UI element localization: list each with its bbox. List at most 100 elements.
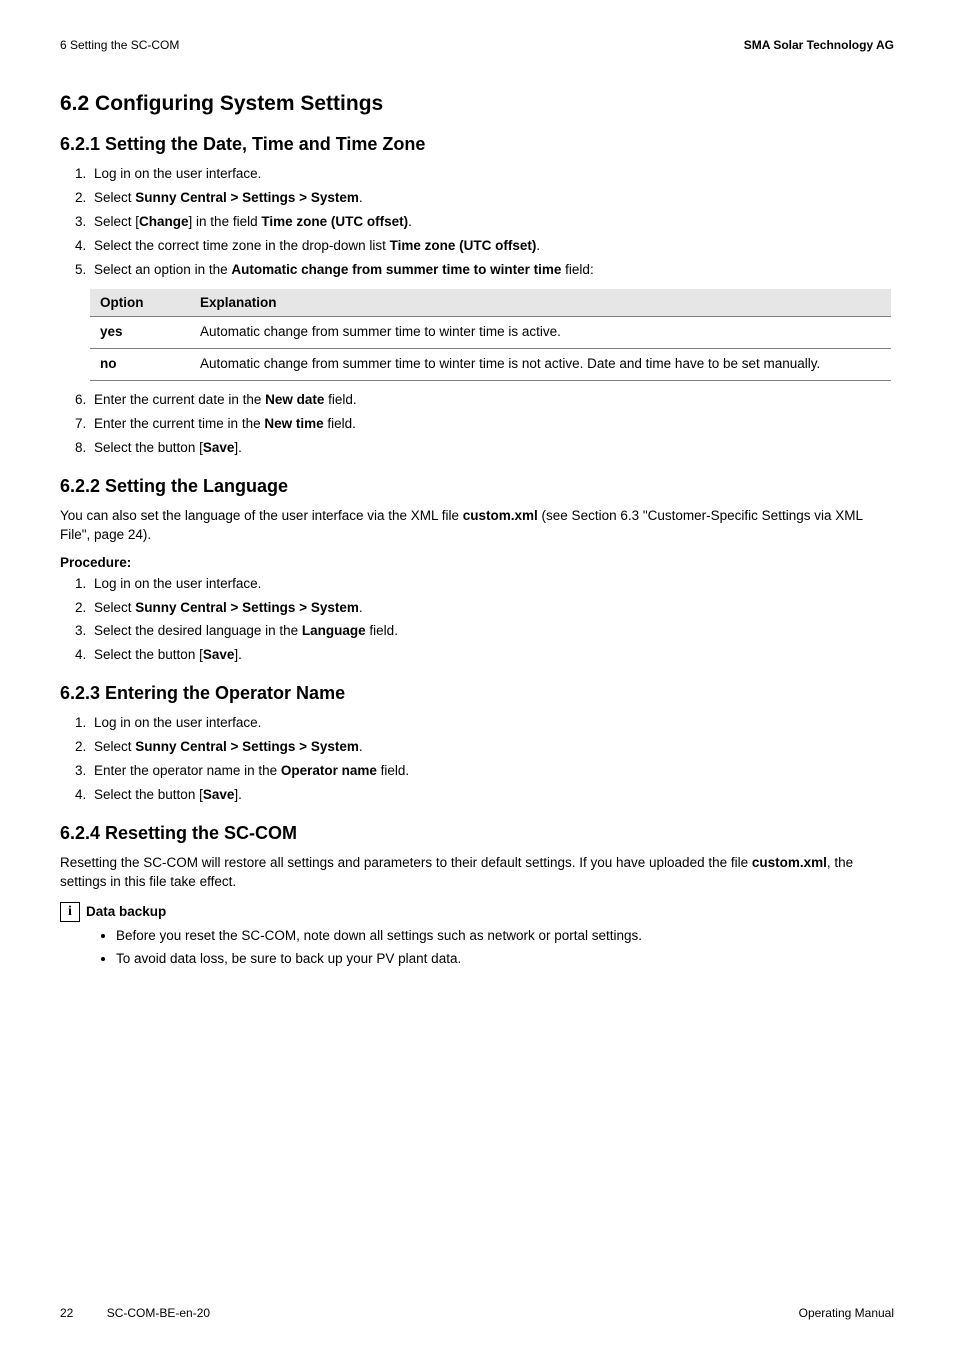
table-cell-explanation: Automatic change from summer time to win…: [190, 349, 891, 381]
footer-right: Operating Manual: [799, 1306, 894, 1320]
step-item: Log in on the user interface.: [90, 714, 894, 733]
step-bold: Time zone (UTC offset): [261, 214, 408, 229]
footer-doc-id: SC-COM-BE-en-20: [107, 1306, 210, 1320]
step-item: Log in on the user interface.: [90, 575, 894, 594]
step-text: .: [536, 238, 540, 253]
header-right: SMA Solar Technology AG: [744, 38, 894, 52]
step-text: ].: [234, 440, 242, 455]
page-header: 6 Setting the SC-COM SMA Solar Technolog…: [60, 38, 894, 52]
step-bold: New date: [265, 392, 324, 407]
step-item: Select the button [Save].: [90, 786, 894, 805]
step-bold: New time: [264, 416, 323, 431]
step-item: Select the desired language in the Langu…: [90, 622, 894, 641]
step-text: Enter the operator name in the: [94, 763, 281, 778]
step-text: field.: [366, 623, 398, 638]
step-bold: Operator name: [281, 763, 377, 778]
section-6-2-4-intro: Resetting the SC-COM will restore all se…: [60, 854, 894, 892]
step-text: Select the desired language in the: [94, 623, 302, 638]
step-text: .: [359, 190, 363, 205]
step-bold: Sunny Central > Settings > System: [135, 739, 359, 754]
intro-text: You can also set the language of the use…: [60, 508, 463, 523]
footer-left: 22 SC-COM-BE-en-20: [60, 1306, 210, 1320]
table-header-explanation: Explanation: [190, 289, 891, 317]
step-text: field.: [377, 763, 409, 778]
table-cell-option: no: [90, 349, 190, 381]
step-bold: Time zone (UTC offset): [390, 238, 537, 253]
step-item: Enter the operator name in the Operator …: [90, 762, 894, 781]
step-item: Select an option in the Automatic change…: [90, 261, 894, 280]
table-cell-explanation: Automatic change from summer time to win…: [190, 317, 891, 349]
step-text: field.: [324, 416, 356, 431]
step-text: .: [408, 214, 412, 229]
step-bold: Sunny Central > Settings > System: [135, 190, 359, 205]
page-footer: 22 SC-COM-BE-en-20 Operating Manual: [60, 1306, 894, 1320]
steps-6-2-3: Log in on the user interface. Select Sun…: [60, 714, 894, 805]
step-text: ].: [234, 647, 242, 662]
procedure-label: Procedure:: [60, 555, 894, 570]
step-bold: Change: [139, 214, 189, 229]
step-text: Enter the current time in the: [94, 416, 264, 431]
header-left: 6 Setting the SC-COM: [60, 38, 179, 52]
step-text: field.: [324, 392, 356, 407]
info-bullets: Before you reset the SC-COM, note down a…: [60, 927, 894, 970]
step-bold: Language: [302, 623, 366, 638]
section-6-2-4-title: 6.2.4 Resetting the SC-COM: [60, 823, 894, 844]
section-6-2-title: 6.2 Configuring System Settings: [60, 92, 894, 116]
step-text: Select the button [: [94, 440, 203, 455]
step-text: Select: [94, 190, 135, 205]
section-6-2-2-intro: You can also set the language of the use…: [60, 507, 894, 545]
step-text: ] in the field: [189, 214, 262, 229]
step-item: Select [Change] in the field Time zone (…: [90, 213, 894, 232]
section-6-2-1-title: 6.2.1 Setting the Date, Time and Time Zo…: [60, 134, 894, 155]
step-item: Select Sunny Central > Settings > System…: [90, 738, 894, 757]
step-item: Select the button [Save].: [90, 439, 894, 458]
step-text: Select the button [: [94, 647, 203, 662]
table-header-option: Option: [90, 289, 190, 317]
table-row: yes Automatic change from summer time to…: [90, 317, 891, 349]
step-text: Enter the current date in the: [94, 392, 265, 407]
step-item: Log in on the user interface.: [90, 165, 894, 184]
step-text: Select an option in the: [94, 262, 231, 277]
step-text: ].: [234, 787, 242, 802]
step-item: Enter the current time in the New time f…: [90, 415, 894, 434]
step-item: Select the button [Save].: [90, 646, 894, 665]
intro-text: Resetting the SC-COM will restore all se…: [60, 855, 752, 870]
info-icon: i: [60, 902, 80, 922]
step-item: Select Sunny Central > Settings > System…: [90, 189, 894, 208]
info-title: Data backup: [86, 902, 166, 922]
step-bold: Sunny Central > Settings > System: [135, 600, 359, 615]
step-text: Select the button [: [94, 787, 203, 802]
section-6-2-3-title: 6.2.3 Entering the Operator Name: [60, 683, 894, 704]
step-text: Select [: [94, 214, 139, 229]
section-6-2-2-title: 6.2.2 Setting the Language: [60, 476, 894, 497]
intro-bold: custom.xml: [463, 508, 538, 523]
step-text: Log in on the user interface.: [94, 576, 261, 591]
bullet-item: Before you reset the SC-COM, note down a…: [116, 927, 894, 946]
options-table: Option Explanation yes Automatic change …: [90, 289, 891, 381]
table-cell-option: yes: [90, 317, 190, 349]
intro-bold: custom.xml: [752, 855, 827, 870]
step-bold: Save: [203, 647, 235, 662]
step-text: Log in on the user interface.: [94, 166, 261, 181]
table-row: no Automatic change from summer time to …: [90, 349, 891, 381]
step-text: Log in on the user interface.: [94, 715, 261, 730]
step-item: Select the correct time zone in the drop…: [90, 237, 894, 256]
step-text: Select: [94, 739, 135, 754]
step-item: Select Sunny Central > Settings > System…: [90, 599, 894, 618]
bullet-item: To avoid data loss, be sure to back up y…: [116, 950, 894, 969]
page: 6 Setting the SC-COM SMA Solar Technolog…: [0, 0, 954, 1350]
step-bold: Save: [203, 787, 235, 802]
step-text: .: [359, 600, 363, 615]
table-header-row: Option Explanation: [90, 289, 891, 317]
step-text: Select: [94, 600, 135, 615]
steps-6-2-2: Log in on the user interface. Select Sun…: [60, 575, 894, 666]
step-bold: Automatic change from summer time to win…: [231, 262, 561, 277]
info-box: i Data backup: [60, 902, 894, 922]
steps-6-2-1b: Enter the current date in the New date f…: [60, 391, 894, 458]
step-text: Select the correct time zone in the drop…: [94, 238, 390, 253]
step-bold: Save: [203, 440, 235, 455]
step-text: .: [359, 739, 363, 754]
step-item: Enter the current date in the New date f…: [90, 391, 894, 410]
footer-page-number: 22: [60, 1306, 73, 1320]
step-text: field:: [561, 262, 593, 277]
